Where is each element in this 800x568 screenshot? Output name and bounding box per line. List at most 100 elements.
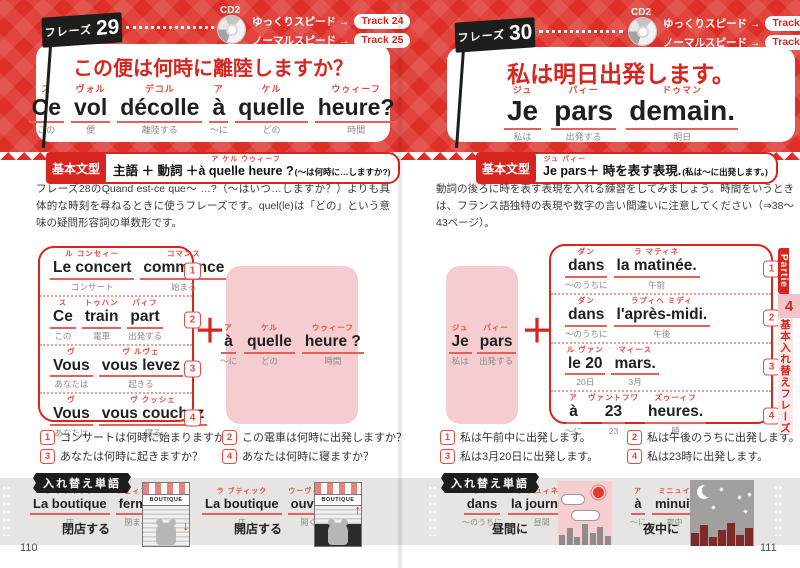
pattern-formula: ジュ パィー Je pars ＋ 時を表す表現. (私は～に出発します。) — [533, 152, 778, 184]
word-block: ミニュイ minuit 夜中 — [652, 487, 697, 528]
row-words: ヴ Vous あなたはヴ ルヴェ vous levez 起きる — [50, 347, 184, 391]
city-skyline — [690, 522, 754, 546]
question-number: 4 — [627, 448, 642, 464]
question-number: 1 — [440, 429, 455, 445]
speed-label: ゆっくりスピード → — [663, 17, 761, 30]
question-number: 3 — [440, 448, 455, 464]
page-number: 110 — [20, 542, 38, 554]
swap-entry-meaning: 昼間に — [492, 522, 529, 536]
cloud-icon — [571, 510, 600, 521]
phrase-flag: フレーズ 29 — [41, 12, 123, 48]
cloud-icon — [561, 494, 585, 505]
description-text: 動詞の後ろに時を表す表現を入れる練習をしてみましょう。時間をいうときは、フランス… — [436, 183, 794, 229]
track-badge: Track 25 — [354, 32, 411, 48]
question-item: 1 私は午前中に出発します。 — [440, 429, 591, 445]
question-text: 私は3月20日に出発します。 — [460, 451, 599, 463]
speed-label: ノーマルスピード → — [663, 36, 761, 49]
row-words: ア à ～に ヴァントフワ 23 23 ズゥーィフ heures. 時 — [565, 393, 707, 437]
partie-label: Partie — [778, 248, 789, 294]
swap-entry-words: ア à ～に ミニュイ minuit 夜中 — [630, 487, 697, 528]
row-number-badge: 2 — [184, 311, 201, 329]
swap-entry-meaning: 開店する — [234, 522, 283, 536]
question-item: 2 私は午後のうちに出発します。 — [627, 429, 800, 445]
question-item: 3 私は3月20日に出発します。 — [440, 448, 598, 464]
word-block: ウゥィーフ heure ? 時間 — [301, 323, 364, 367]
shutter — [143, 506, 189, 546]
phrase-sentence-fr: スCeこのヴォルvol便デコルdécolle離陸するアà～にケルquelleどの… — [28, 84, 398, 136]
word-block: コマンスcommence始まる — [140, 249, 228, 293]
perforation-dots — [428, 484, 437, 536]
phrase-number: 30 — [508, 20, 533, 46]
phrase-card: 私は明日出発します。 ジュ Je 私は パィー pars 出発する ドゥマン demain. 明… — [447, 47, 795, 142]
swap-words-strip — [0, 478, 800, 545]
up-arrow-icon: ↑ — [354, 502, 362, 517]
phrase-sentence-fr: ジュ Je 私は パィー pars 出発する ドゥマン demain. 明日 — [447, 85, 795, 143]
phrase-title-ja: この便は何時に離陸しますか？ — [73, 58, 353, 80]
question-text: 私は23時に出発します。 — [647, 451, 769, 463]
word-block: ヴ Vous あなたは — [50, 395, 93, 439]
question-text: 私は午後のうちに出発します。 — [647, 432, 800, 444]
question-text: あなたは何時に寝ますか？ — [242, 451, 374, 463]
substitution-row: ス Ce この トゥハン train 電車 パィフ part 出発する 2 — [40, 294, 201, 344]
chapter-side-tab: Partie 4 基本入れ替えフレーズ — [778, 248, 800, 434]
speed-label: ノーマルスピード → — [252, 34, 350, 47]
word-block: ドゥマン demain. 明日 — [626, 85, 739, 143]
word-block: ウゥィーフ heure? 時間 — [314, 84, 398, 136]
word-block: ラプィヘ ミディ l'après-midi. 午後 — [613, 296, 711, 340]
word-block: ヴァントフワ 23 23 — [588, 393, 640, 437]
daytime-city-illustration — [558, 481, 612, 545]
boutique-closing-illustration: BOUTIQUE ↓ — [142, 482, 190, 547]
perforation-dots — [774, 484, 783, 536]
word-block: パィフ part 出発する — [127, 297, 163, 341]
question-number: 2 — [627, 429, 642, 445]
question-number: 1 — [40, 429, 55, 445]
bear-character — [156, 519, 176, 545]
plus-sign: ＋ — [194, 313, 227, 349]
word-block: ア à ～に — [209, 84, 229, 136]
fixed-phrase-box: ア à ～に ケル quelle どの ウゥィーフ heure ? 時間 — [220, 266, 364, 424]
plus-sign: ＋ — [521, 313, 554, 349]
star-icon — [737, 495, 742, 500]
page-number: 111 — [760, 542, 777, 554]
question-item: 2 この電車は何時に出発しますか？ — [222, 429, 407, 445]
row-number-badge: 4 — [184, 409, 201, 427]
row-words: ス Ce この トゥハン train 電車 パィフ part 出発する — [50, 298, 163, 342]
pattern-section: 基本文型 ジュ パィー Je pars ＋ 時を表す表現. (私は～に出発します。… — [476, 152, 778, 184]
row-number-badge: 2 — [763, 309, 780, 327]
word-block: マィース mars. 3月 — [611, 345, 659, 389]
boutique-sign: BOUTIQUE — [315, 495, 361, 506]
question-item: 1 コンサートは何時に始まりますか？ — [40, 429, 236, 445]
formula-part: ジュ パィー Je pars — [543, 156, 587, 178]
word-block: パィー pars 出発する — [476, 323, 516, 367]
phrase-label: フレーズ — [44, 24, 93, 40]
word-block: パィー pars 出発する — [551, 85, 617, 143]
boutique-opening-illustration: BOUTIQUE ↑ — [314, 482, 362, 547]
question-text: 私は午前中に出発します。 — [460, 432, 591, 444]
description-text: フレーズ28のQuand est-ce que～ …?（～はいつ…しますか？）よ… — [36, 183, 390, 229]
crescent-moon-icon — [697, 484, 715, 499]
phrase-title-ja: 私は明日出発します。 — [507, 61, 735, 87]
substitution-row: ダン dans ～のうちにラ マティネ la matinée. 午前 1 — [551, 246, 780, 293]
question-number: 3 — [40, 448, 55, 464]
track-badge: Track 26 — [765, 15, 800, 31]
pattern-section: 基本文型 主語 ＋ 動詞 ＋ ア ケル ウゥィーフ à quelle heure … — [46, 152, 401, 184]
word-block: ヴォル vol 便 — [70, 84, 111, 136]
down-arrow-icon: ↓ — [182, 518, 190, 533]
substitution-row: ヴ Vous あなたはヴ クッシェ vous couchez 寝る 4 — [40, 392, 208, 441]
city-skyline — [558, 521, 612, 545]
fixed-phrase-box: ジュ Je 私は パィー pars 出発する — [446, 266, 518, 424]
substitution-row: ル ヴァン le 20 20日 マィース mars. 3月 3 — [551, 341, 780, 391]
cd-label: CD2 — [631, 7, 652, 18]
substitution-row: ア à ～に ヴァントフワ 23 23 ズゥーィフ heures. 時 4 — [551, 390, 780, 439]
row-number-badge: 3 — [184, 360, 201, 378]
awning — [315, 483, 361, 495]
cd-label: CD2 — [220, 5, 241, 16]
row-number-badge: 1 — [184, 262, 201, 280]
phrase-card: この便は何時に離陸しますか？ スCeこのヴォルvol便デコルdécolle離陸す… — [28, 44, 398, 142]
question-item: 3 あなたは何時に起きますか？ — [40, 448, 203, 464]
swap-entry-meaning: 閉店する — [62, 522, 111, 536]
